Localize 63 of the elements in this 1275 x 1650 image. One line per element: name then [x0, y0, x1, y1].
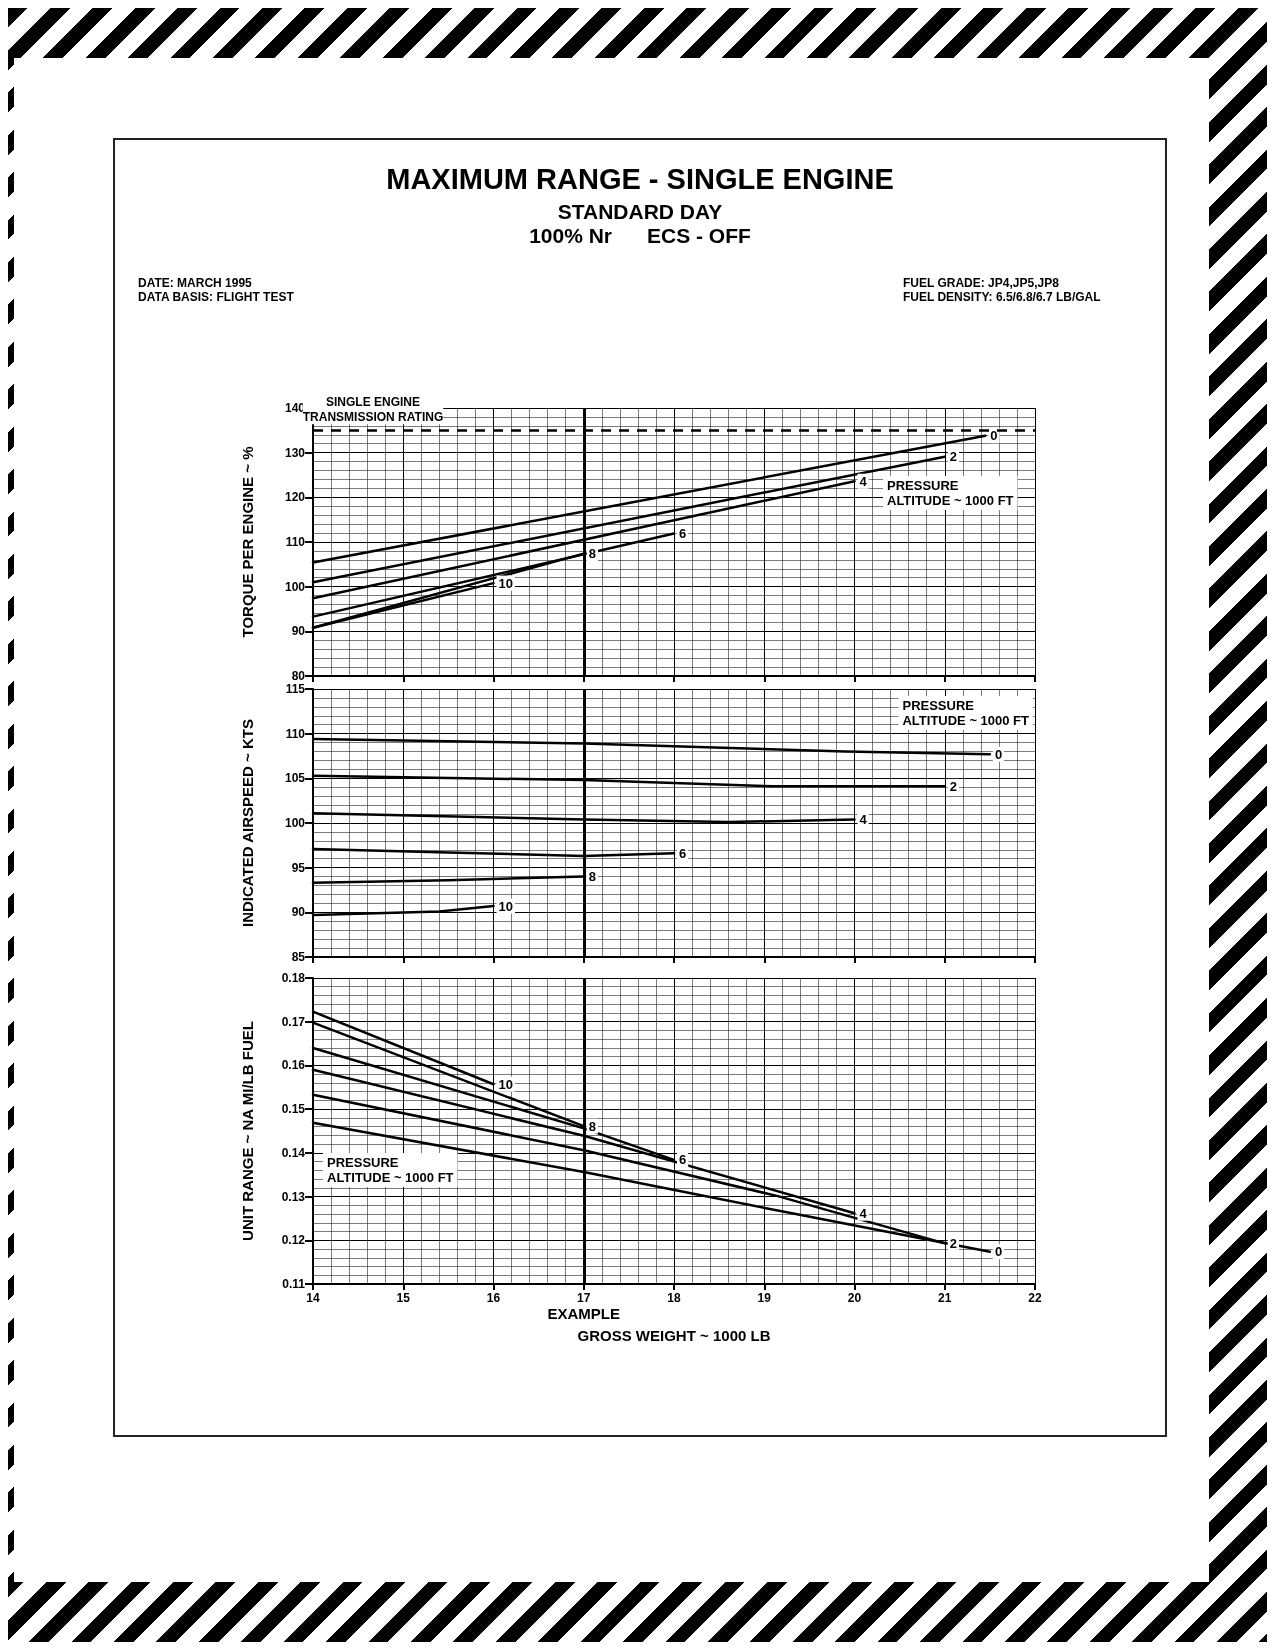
y-tick-label: 80	[291, 669, 306, 683]
y-tick-label: 110	[285, 726, 306, 741]
x-tick-label: 19	[757, 1291, 772, 1305]
y-tick-label: 105	[284, 771, 306, 786]
series-label: 2	[949, 778, 957, 794]
series-label: 6	[679, 845, 687, 861]
series-label: 6	[679, 1152, 687, 1168]
y-tick-label: 0.15	[281, 1102, 306, 1117]
legend-title: PRESSURE ALTITUDE ~ 1000 FT	[327, 1155, 454, 1185]
series-label: 8	[588, 869, 596, 885]
series-label: 10	[498, 898, 513, 914]
series-label: 8	[588, 546, 596, 562]
series-label: 6	[679, 526, 687, 542]
text: DATA BASIS: FLIGHT TEST	[138, 290, 294, 304]
x-tick-label: 16	[486, 1291, 501, 1305]
series-label: 10	[498, 575, 513, 591]
x-axis-title: GROSS WEIGHT ~ 1000 LB	[577, 1327, 771, 1344]
y-tick-label: 90	[291, 624, 306, 639]
y-tick-label: 100	[284, 579, 306, 594]
y-tick-label: 0.16	[281, 1058, 306, 1073]
y-tick-label: 85	[291, 950, 306, 964]
x-tick-label: 15	[396, 1291, 411, 1305]
legend-title: PRESSURE ALTITUDE ~ 1000 FT	[887, 478, 1014, 508]
text: FUEL DENSITY: 6.5/6.8/6.7 LB/GAL	[903, 290, 1101, 304]
series-label: 4	[859, 473, 868, 489]
y-tick-label: 115	[285, 682, 306, 696]
chart-subtitle: STANDARD DAY 100% Nr ECS - OFF	[528, 200, 752, 248]
x-tick-label: 17	[577, 1291, 591, 1305]
y-tick-label: 0.18	[281, 971, 306, 985]
y-tick-label: 95	[291, 860, 306, 875]
series-label: 4	[859, 1205, 868, 1221]
y-tick-label: 0.17	[281, 1014, 306, 1029]
y-tick-label: 110	[285, 535, 306, 549]
chart-title: MAXIMUM RANGE - SINGLE ENGINE	[385, 163, 895, 196]
x-tick-label: 22	[1028, 1291, 1042, 1305]
text: DATE: MARCH 1995	[138, 276, 253, 290]
series-label: 4	[859, 811, 868, 827]
y-tick-label: 90	[291, 905, 306, 920]
series-label: 10	[498, 1076, 513, 1092]
y-tick-label: 0.11	[282, 1277, 306, 1291]
x-tick-label: 21	[938, 1291, 952, 1305]
y-axis-title: UNIT RANGE ~ NA MI/LB FUEL	[239, 1021, 256, 1241]
text: FUEL GRADE: JP4,JP5,JP8	[903, 276, 1060, 290]
x-tick-label: 14	[306, 1291, 320, 1305]
y-tick-label: 0.12	[281, 1233, 306, 1248]
series-label: 0	[994, 1244, 1003, 1260]
legend-title: PRESSURE ALTITUDE ~ 1000 FT	[902, 698, 1030, 728]
series-label: 2	[949, 449, 957, 465]
x-tick-label: 18	[667, 1291, 681, 1305]
series-label: 0	[994, 746, 1003, 762]
y-tick-label: 120	[284, 490, 306, 505]
series-label: 2	[949, 1235, 957, 1251]
y-tick-label: 130	[284, 445, 306, 460]
series-label: 8	[588, 1118, 596, 1134]
y-tick-label: 0.13	[281, 1189, 306, 1204]
ref-line-label: EXAMPLE	[547, 1305, 621, 1322]
y-tick-label: 0.14	[281, 1145, 306, 1160]
ref-line-label: SINGLE ENGINE TRANSMISSION RATING	[302, 394, 444, 424]
x-tick-label: 20	[847, 1291, 862, 1305]
series-label: 0	[990, 428, 998, 444]
y-axis-title: TORQUE PER ENGINE ~ %	[239, 446, 256, 638]
y-tick-label: 100	[284, 816, 306, 830]
y-axis-title: INDICATED AIRSPEED ~ KTS	[239, 719, 256, 927]
